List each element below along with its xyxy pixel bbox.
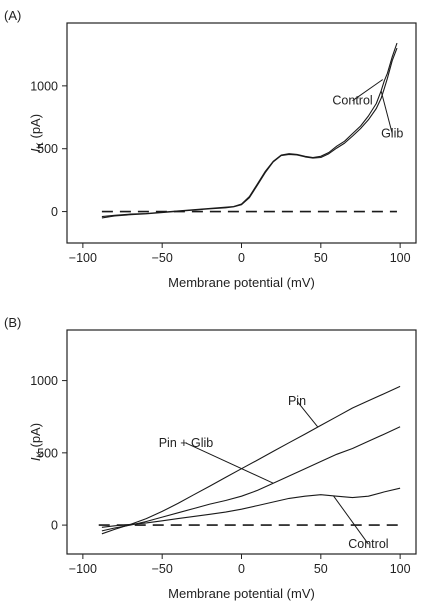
y-tick-label: 0 [51,205,58,219]
series-line-glib [101,47,398,219]
series-line-pin-glib [101,426,401,532]
annotation-control: Control [332,94,372,108]
x-tick-label: −100 [69,251,97,265]
panel-label: (A) [4,8,21,23]
y-tick-label: 1000 [30,79,58,93]
x-axis-label: Membrane potential (mV) [168,275,315,290]
x-tick-label: 50 [314,251,328,265]
y-axis-label: IK (pA) [28,423,46,461]
plot-frame [66,329,417,555]
series-line-control [101,487,401,528]
y-tick-label: 500 [37,446,58,460]
annotation-leader-control [352,79,383,102]
x-tick-label: −50 [152,251,173,265]
y-axis-label: IK (pA) [28,114,46,152]
x-tick-label: −50 [152,562,173,576]
y-tick-label: 500 [37,142,58,156]
series-line-pin [101,385,401,535]
x-tick-label: 100 [390,562,411,576]
x-tick-label: 50 [314,562,328,576]
annotation-leader-pin-glib [185,442,274,484]
panel-label: (B) [4,315,21,330]
y-tick-label: 1000 [30,374,58,388]
annotation-control: Control [348,537,388,551]
series-line-control [101,42,398,218]
x-tick-label: 100 [390,251,411,265]
x-axis-label: Membrane potential (mV) [168,586,315,601]
x-tick-label: 0 [238,562,245,576]
annotation-leader-control [333,495,369,545]
annotation-pin: Pin [288,394,306,408]
annotation-leader-pin [296,400,319,428]
x-tick-label: 0 [238,251,245,265]
annotation-leader-glib [380,90,393,134]
annotation-glib: Glib [381,126,403,140]
plot-frame [66,22,417,244]
annotation-pin-glib: Pin + Glib [159,436,214,450]
y-tick-label: 0 [51,519,58,533]
x-tick-label: −100 [69,562,97,576]
